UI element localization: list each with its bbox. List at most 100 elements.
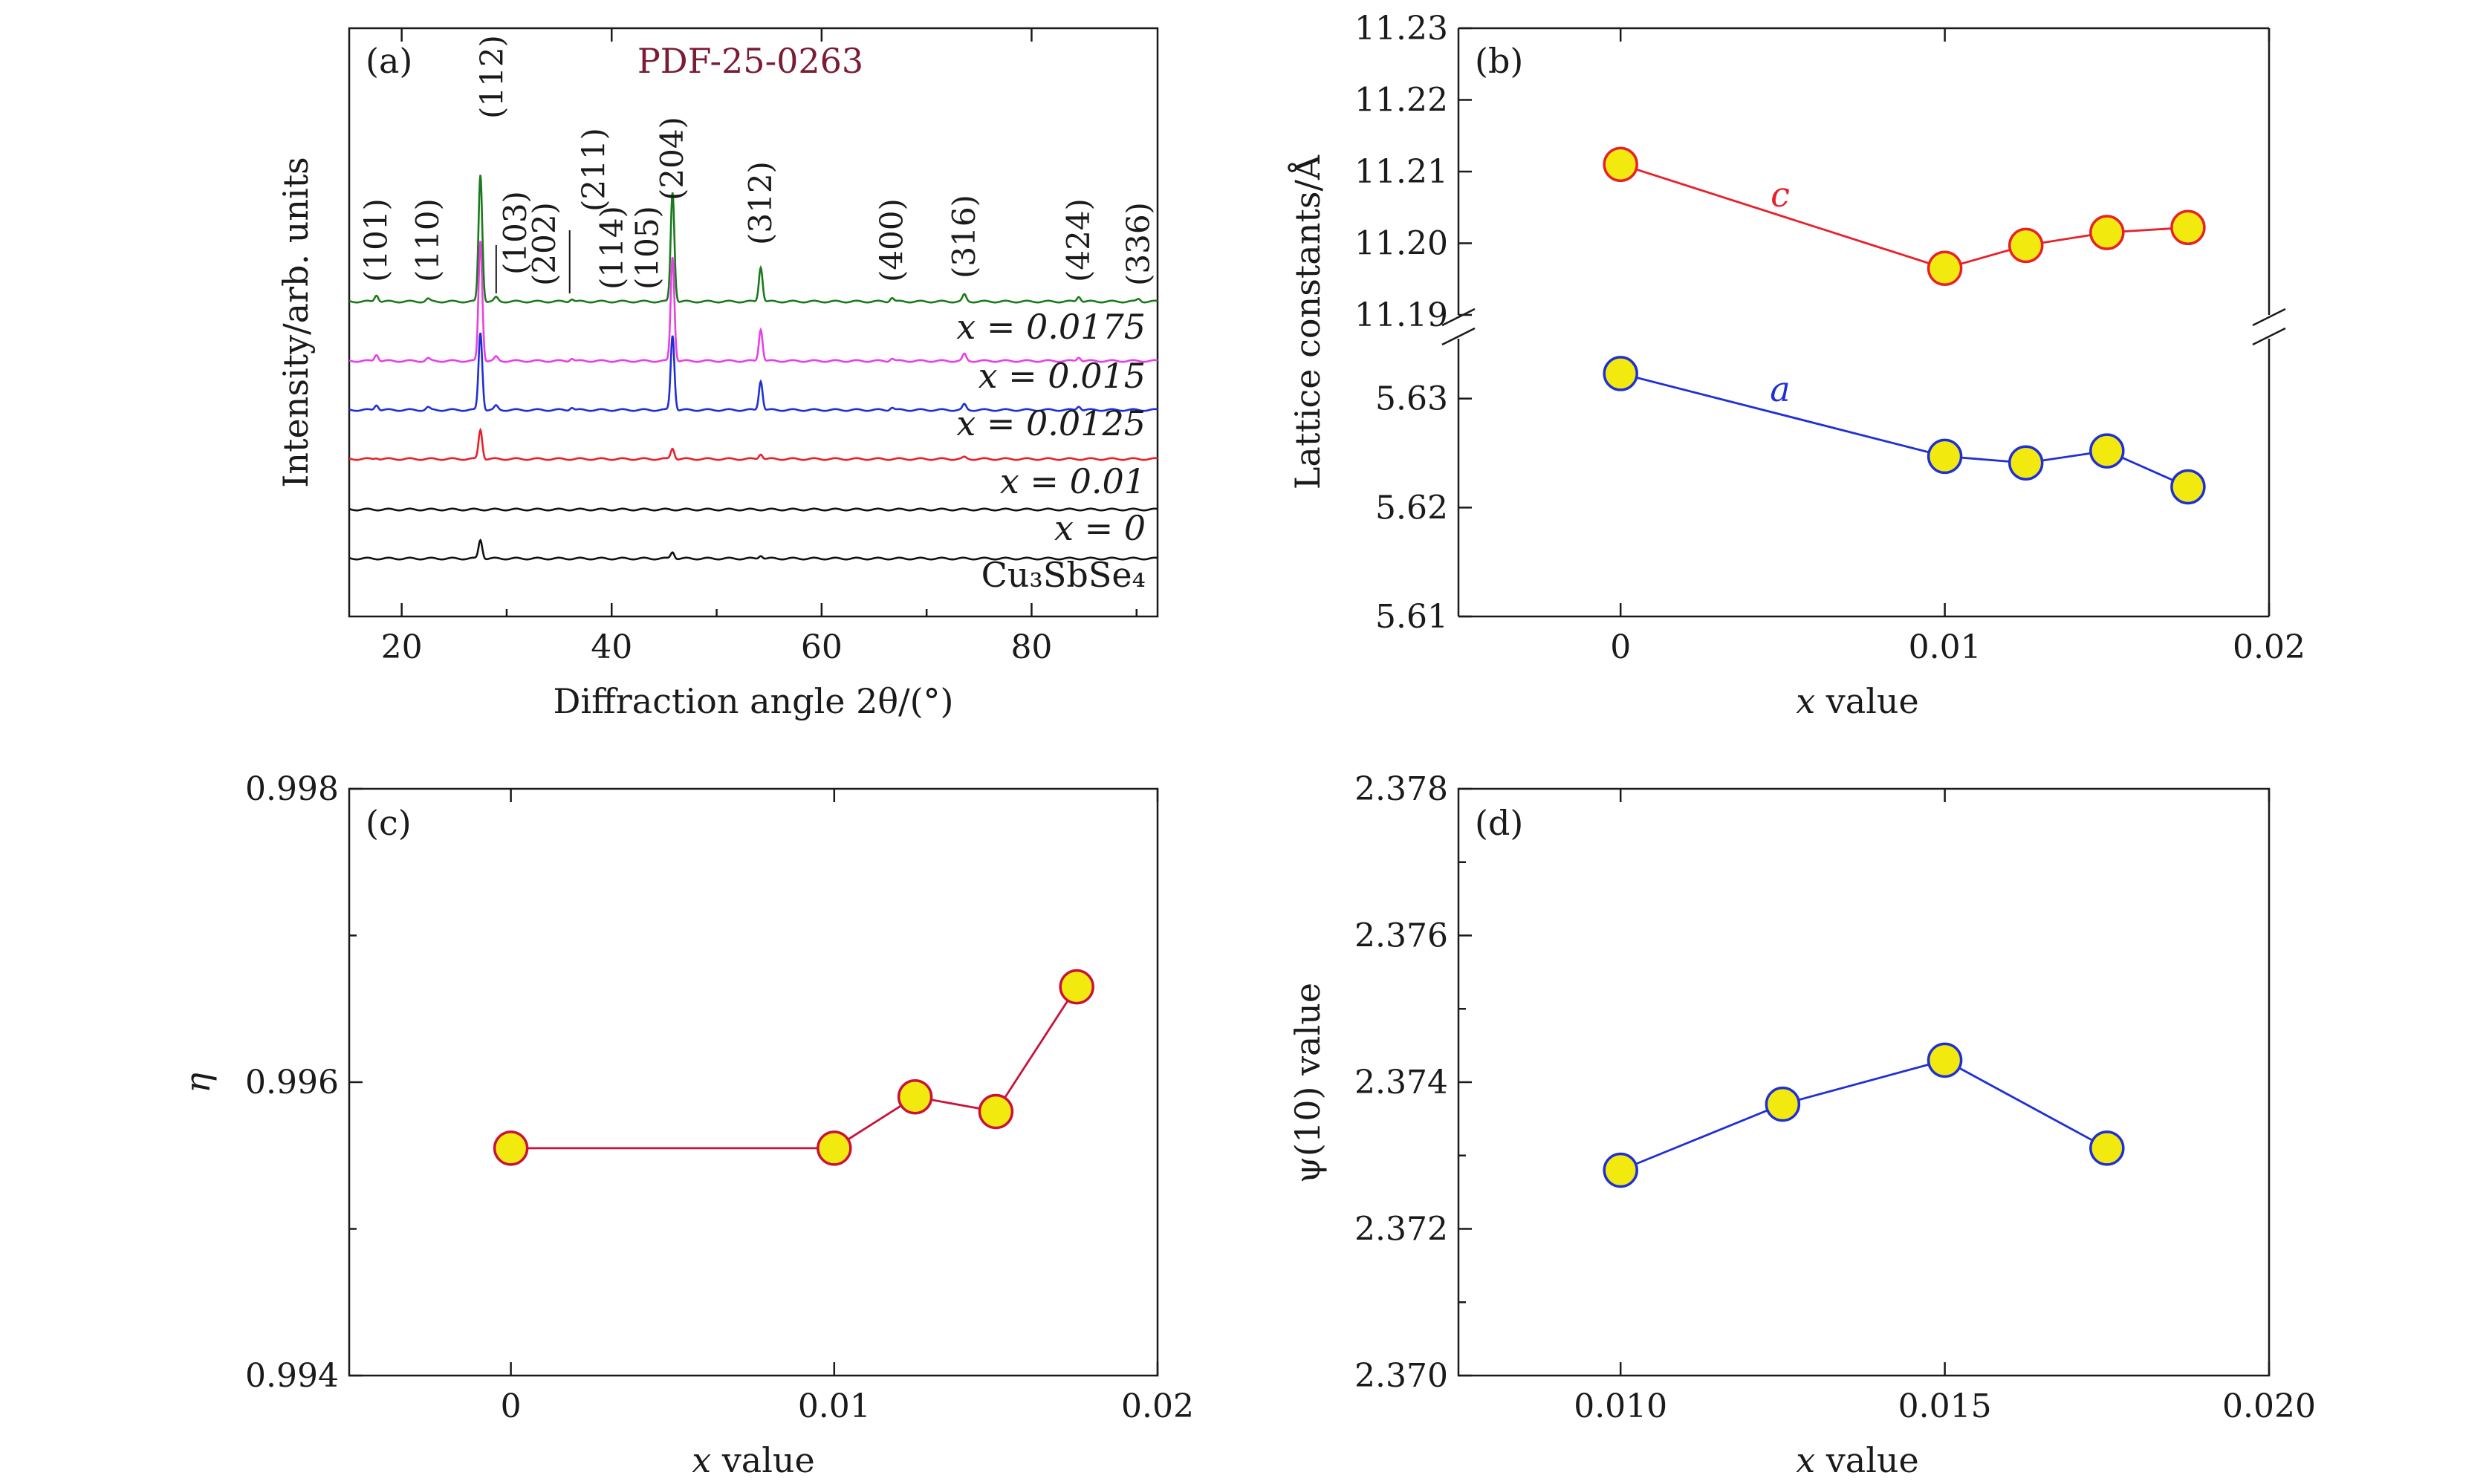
panel-a-xlabel: Diffraction angle 2θ/(°) (554, 681, 954, 721)
panel-d-ylabel: ψ(10) value (1288, 983, 1328, 1183)
series-eta-marker (817, 1130, 852, 1166)
series-c-label: c (1771, 175, 1790, 215)
reflection-label: (204) (654, 117, 690, 201)
panel-a-frame (348, 27, 1159, 618)
series-c-marker (2170, 209, 2206, 246)
reflection-label: (101) (358, 198, 395, 282)
series-c-marker (1603, 146, 1638, 183)
reflection-label: (316) (946, 195, 982, 279)
xrd-trace (348, 538, 1158, 561)
panel-d-ytick-label: 2.372 (1354, 1211, 1448, 1249)
panel-d-ytick-label: 2.374 (1354, 1064, 1448, 1101)
panel-a-series-label: x = 0 (1054, 508, 1146, 548)
panel-c-xlabel: x value (692, 1440, 815, 1480)
panel-a-xtick-label: 80 (1010, 628, 1052, 666)
panel-b-xlabel: x value (1796, 681, 1919, 721)
panel-a-series-label: x = 0.0125 (956, 403, 1146, 443)
reflection-label: (202) (526, 202, 562, 286)
panel-a-ylabel: Intensity/arb. units (276, 157, 316, 488)
series-eta-marker (897, 1079, 933, 1115)
series-psi-marker (2089, 1130, 2125, 1166)
xrd-trace (348, 175, 1158, 304)
series-a-marker (2089, 433, 2125, 469)
axis-break-mark (1441, 327, 1476, 346)
axis-break-mark (1441, 307, 1476, 327)
panel-d-ytick-label: 2.370 (1354, 1357, 1448, 1395)
panel-a-series-label: x = 0.0175 (956, 307, 1146, 347)
panel-d-xtick-label: 0.020 (2222, 1387, 2316, 1425)
series-psi-marker (1765, 1086, 1801, 1122)
panel-c-frame (348, 787, 1159, 1377)
panel-a-series-label: Cu₃SbSe₄ (981, 555, 1146, 595)
panel-d-ytick-label: 2.378 (1354, 770, 1448, 808)
series-eta-marker (978, 1093, 1014, 1130)
panel-b-ytick-label: 11.22 (1354, 82, 1448, 120)
panel-a-xtick-label: 60 (801, 628, 843, 666)
panel-c-xtick-label: 0.02 (1121, 1387, 1194, 1425)
panel-a-label: (a) (366, 41, 412, 81)
panel-c-ytick-label: 0.994 (245, 1357, 339, 1395)
panel-c-ytick-label: 0.998 (245, 770, 339, 808)
panel-c: 0 0.01 0.02 0.994 0.996 0.998 (c) x value η (178, 770, 1194, 1480)
xrd-trace (348, 332, 1158, 412)
panel-c-xtick-label: 0 (501, 1387, 522, 1425)
panel-b-ytick-label: 11.20 (1354, 225, 1448, 263)
series-psi-line (1620, 1058, 2108, 1171)
series-c-marker (1927, 250, 1963, 287)
panel-d: 0.010 0.015 0.020 2.370 2.372 2.374 2.376 2.378… (1288, 770, 2316, 1480)
panel-b-label: (b) (1475, 41, 1523, 81)
panel-a: 20 40 60 80 (a) PDF-25-0263 Diffraction angle … (276, 27, 1159, 721)
reflection-label: (112) (474, 35, 510, 119)
panel-d-label: (d) (1475, 803, 1523, 843)
panel-b-ytick-label: 5.63 (1375, 380, 1448, 418)
series-eta-marker (1059, 969, 1094, 1005)
xrd-trace (348, 507, 1158, 512)
panel-b-xtick-label: 0 (1610, 628, 1631, 666)
reflection-label: (114) (594, 206, 630, 290)
panel-b-ylabel: Lattice constants/Å (1287, 154, 1328, 489)
panel-b-xtick-label: 0.01 (1909, 628, 1982, 666)
panel-c-ytick-label: 0.996 (245, 1064, 339, 1101)
panel-d-xtick-label: 0.010 (1574, 1387, 1667, 1425)
panel-b-xtick-label: 0.02 (2233, 628, 2305, 666)
reflection-label: (400) (874, 198, 910, 282)
series-a-marker (2008, 445, 2044, 481)
panel-b: 0 0.01 0.02 11.19 11.20 11.21 11.22 11.23 5.61 5.… (1287, 10, 2305, 721)
xrd-trace (348, 241, 1158, 363)
panel-a-series-label: x = 0.01 (1000, 461, 1146, 501)
panel-b-ytick-label: 11.19 (1354, 296, 1448, 334)
series-a-line (1620, 372, 2189, 488)
panel-d-ytick-label: 2.376 (1354, 917, 1448, 955)
panel-c-label: (c) (366, 803, 412, 843)
panel-d-xlabel: x value (1796, 1440, 1919, 1480)
axis-break-mark (2252, 307, 2286, 327)
series-c-marker (2008, 227, 2044, 264)
xrd-trace (348, 427, 1158, 461)
series-a-label: a (1770, 369, 1790, 409)
panel-a-series-label: x = 0.015 (979, 356, 1146, 396)
series-psi-marker (1927, 1042, 1963, 1078)
series-a-marker (1603, 356, 1638, 391)
reflection-label: (312) (742, 161, 779, 245)
reflection-label: (336) (1120, 202, 1157, 286)
panel-b-ytick-label: 5.62 (1375, 489, 1448, 527)
reflection-label: (105) (629, 206, 665, 290)
axis-break-mark (2252, 327, 2286, 346)
panel-b-ytick-label: 11.21 (1354, 153, 1448, 191)
series-eta-marker (493, 1130, 529, 1166)
panel-c-ylabel: η (178, 1073, 218, 1093)
panel-a-xtick-label: 40 (591, 628, 632, 666)
panel-b-ytick-label: 11.23 (1354, 10, 1448, 48)
panel-d-xtick-label: 0.015 (1898, 1387, 1992, 1425)
series-a-marker (1927, 438, 1963, 475)
panel-b-ytick-label: 5.61 (1375, 598, 1448, 636)
reflection-label: (110) (409, 198, 446, 282)
series-psi-marker (1603, 1152, 1638, 1188)
panel-a-xtick-label: 20 (381, 628, 423, 666)
series-a-marker (2170, 469, 2206, 505)
reflection-label: (103) (497, 191, 533, 275)
series-c-marker (2089, 215, 2125, 250)
panel-c-xtick-label: 0.01 (798, 1387, 871, 1425)
reflection-label: (211) (576, 128, 612, 212)
